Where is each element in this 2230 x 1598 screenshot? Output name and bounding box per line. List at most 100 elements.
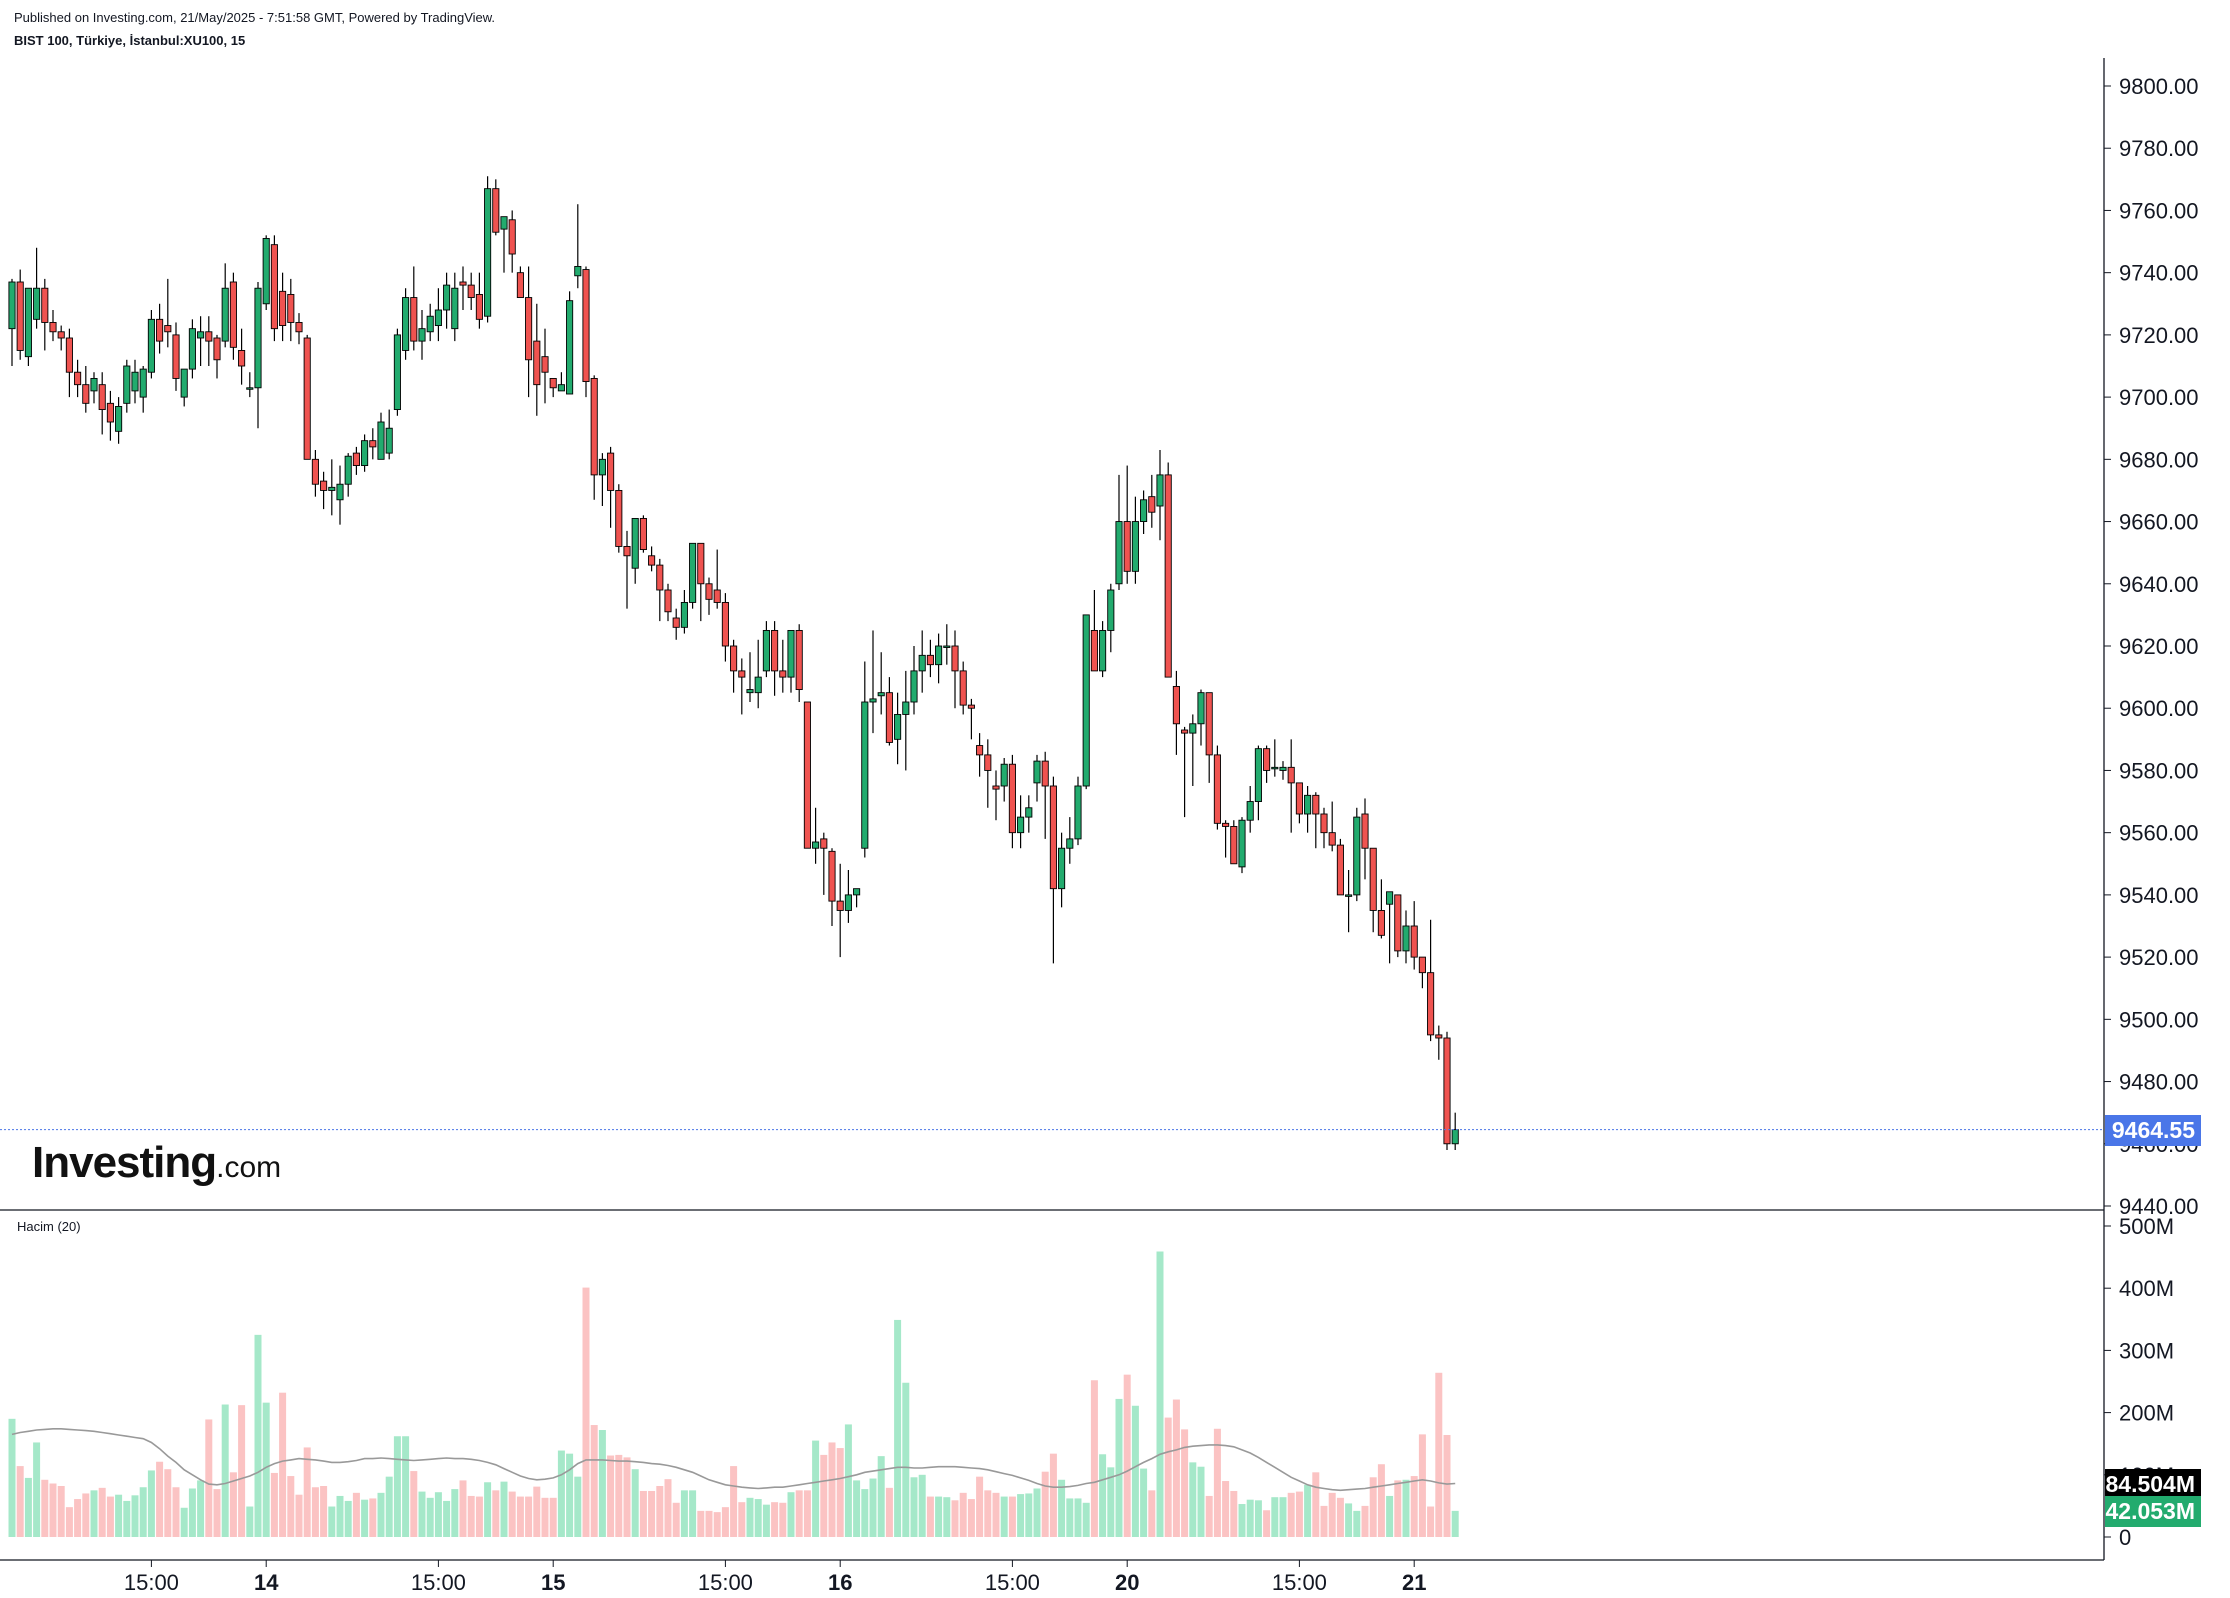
candle (16, 269, 24, 360)
candle (795, 624, 803, 702)
volume-bar (262, 1402, 270, 1537)
candle-body-down (1312, 794, 1320, 815)
volume-bar (1205, 1495, 1213, 1537)
candle-body-up (1279, 766, 1287, 771)
candle-body-down (1008, 763, 1016, 834)
candle-body-down (213, 337, 221, 361)
volume-bar (918, 1474, 926, 1537)
candle-body-down (1443, 1037, 1451, 1145)
candle-body-down (57, 331, 65, 339)
volume-bar (607, 1455, 615, 1537)
volume-bar (1361, 1505, 1369, 1537)
candle (1361, 798, 1369, 880)
candle-body-down (582, 269, 590, 383)
candle-body-up (434, 309, 442, 327)
candle-body-up (484, 188, 492, 317)
candle (295, 313, 303, 345)
volume-bar (951, 1500, 959, 1537)
candle (1304, 786, 1312, 833)
candle (1435, 1025, 1443, 1060)
volume-bar (730, 1466, 738, 1537)
volume-bar (115, 1494, 123, 1537)
volume-bar (246, 1506, 254, 1537)
candle (582, 266, 590, 398)
volume-bar (1451, 1510, 1459, 1537)
candle (172, 322, 180, 391)
candle (443, 272, 451, 329)
candle (123, 359, 131, 413)
candle (935, 633, 943, 684)
candle (992, 770, 1000, 821)
price-tick-label: 9700.00 (2119, 385, 2199, 410)
candle (1295, 782, 1303, 824)
candle (33, 247, 41, 329)
candle (188, 319, 196, 379)
candle-body-down (984, 754, 992, 771)
candle-body-up (246, 387, 254, 390)
candle (1246, 786, 1254, 833)
candle (270, 235, 278, 342)
candle-body-up (1140, 499, 1148, 523)
volume-bar (1304, 1484, 1312, 1537)
candle-body-up (1246, 801, 1254, 821)
volume-bar (795, 1490, 803, 1537)
volume-bar (926, 1496, 934, 1537)
candle (1263, 745, 1271, 783)
candle (246, 372, 254, 398)
time-tick-label: 16 (828, 1570, 852, 1595)
candle-body-up (180, 368, 188, 398)
candle (1181, 726, 1189, 818)
volume-bar (533, 1486, 541, 1537)
price-tick-label: 9560.00 (2119, 821, 2199, 846)
candle-body-down (492, 188, 500, 233)
volume-bar (1172, 1399, 1180, 1537)
candle-body-down (771, 629, 779, 672)
volume-bar (902, 1382, 910, 1537)
candle-body-up (147, 318, 155, 373)
volume-bar (1295, 1491, 1303, 1537)
candle-body-up (221, 287, 229, 342)
candle-body-down (549, 377, 557, 389)
candle (1312, 792, 1320, 849)
candle (951, 630, 959, 709)
volume-bar (336, 1495, 344, 1537)
volume-bar (1156, 1251, 1164, 1537)
volume-bar (1140, 1468, 1148, 1537)
volume-bar (959, 1492, 967, 1537)
candle-body-up (598, 458, 606, 476)
candle (377, 412, 385, 460)
candle-body-down (459, 281, 467, 286)
candle (106, 390, 114, 441)
volume-tick-label: 500M (2119, 1214, 2174, 1239)
volume-bar (910, 1477, 918, 1537)
candle-body-up (139, 368, 147, 398)
candle (393, 328, 401, 416)
volume-bar (1443, 1434, 1451, 1537)
volume-bar (836, 1448, 844, 1537)
candle (910, 646, 918, 715)
candle (131, 359, 139, 404)
candle-body-up (254, 287, 262, 389)
candle (1213, 745, 1221, 830)
candle-body-down (279, 290, 287, 327)
volume-bar (279, 1392, 287, 1537)
volume-bar (935, 1496, 943, 1537)
volume-bar (574, 1476, 582, 1537)
volume-ma-line (11, 1428, 1456, 1492)
candle (844, 870, 852, 923)
volume-average-tag: 84.504M (2105, 1469, 2201, 1501)
candle-body-down (295, 321, 303, 333)
candle (1041, 751, 1049, 839)
volume-bar (664, 1479, 672, 1537)
volume-bar (352, 1492, 360, 1537)
candle (1279, 761, 1287, 780)
candle (1336, 838, 1344, 896)
candle-body-down (229, 281, 237, 348)
volume-bar (33, 1442, 41, 1537)
candle-body-up (328, 486, 336, 491)
volume-bar (984, 1490, 992, 1537)
volume-bar (820, 1454, 828, 1537)
candle (976, 733, 984, 777)
candle (1115, 474, 1123, 590)
